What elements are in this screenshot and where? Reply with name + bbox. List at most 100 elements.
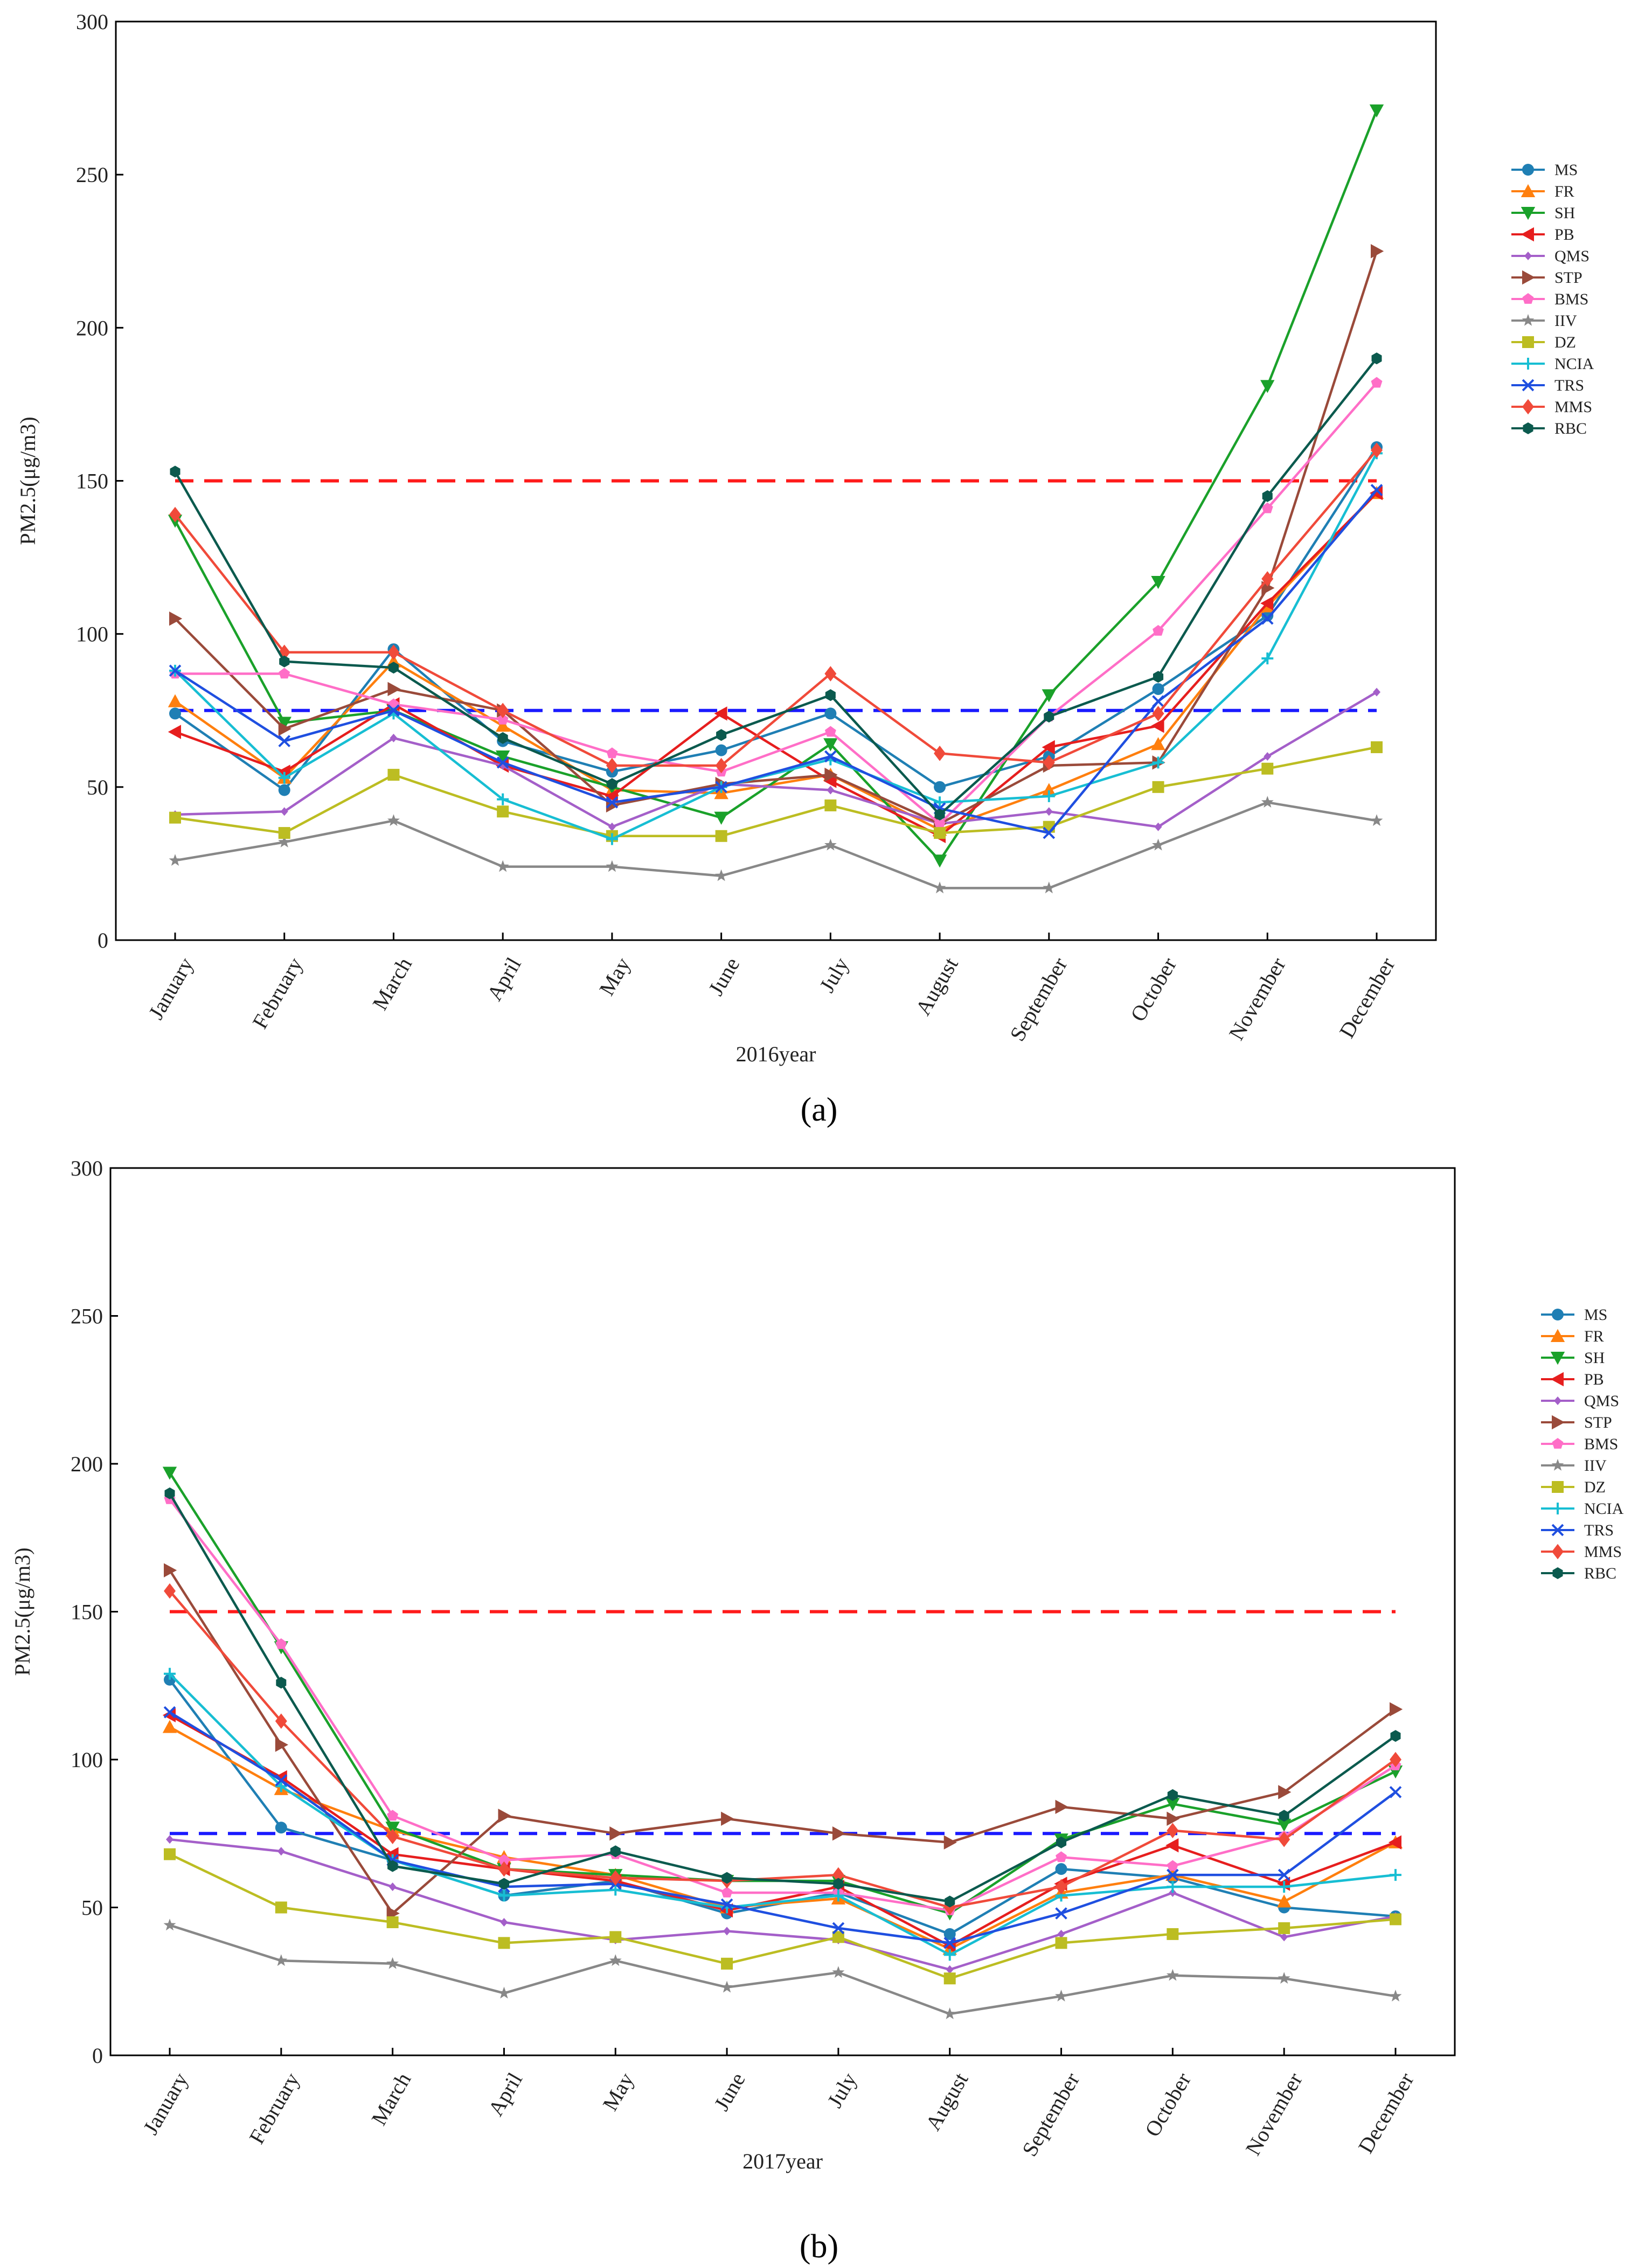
data-point [1043, 881, 1056, 894]
series-rbc [164, 1487, 1401, 1908]
series-line [174, 489, 1378, 835]
data-point [1371, 377, 1383, 388]
legend-marker [1552, 1567, 1563, 1579]
data-point [162, 1720, 177, 1733]
legend-marker [1521, 227, 1534, 242]
data-point [824, 750, 837, 763]
data-point [387, 644, 400, 661]
data-point [500, 1917, 508, 1927]
data-point [497, 793, 509, 805]
data-point [275, 1774, 288, 1787]
legend-label: QMS [1554, 247, 1589, 265]
data-point [934, 827, 946, 839]
series-dz [169, 741, 1383, 842]
legend-marker [1554, 1396, 1561, 1405]
legend-marker [1552, 1309, 1564, 1320]
data-point [1167, 1789, 1178, 1801]
data-point [387, 1810, 399, 1821]
legend-marker [1524, 252, 1532, 260]
x-tick-label: March [367, 953, 417, 1014]
series-rbc [170, 352, 1382, 821]
series-line [175, 801, 1377, 889]
data-point [164, 1848, 176, 1860]
data-point [824, 707, 837, 720]
x-axis-title: 2016year [736, 1042, 816, 1066]
data-point [1388, 1835, 1401, 1850]
data-point [824, 726, 836, 737]
data-point [946, 1965, 954, 1974]
data-point [276, 1677, 287, 1689]
chart-panel-a: 0 50 100 150 200 250 300 January February March Ap… [16, 10, 1594, 1066]
data-point [275, 1713, 287, 1729]
data-point [1261, 762, 1274, 775]
y-tick-label: 0 [92, 2043, 103, 2068]
legend-label: IIV [1554, 312, 1577, 330]
data-point [1260, 596, 1274, 611]
legend-label: MMS [1584, 1543, 1622, 1561]
series-bms [169, 377, 1383, 829]
data-point [1261, 796, 1274, 808]
data-point [275, 1901, 287, 1914]
data-point [1371, 442, 1383, 458]
x-tick-label: June [709, 2068, 750, 2115]
data-point [497, 1986, 510, 1999]
data-point [943, 1937, 956, 1949]
panel-label-b: (b) [800, 2228, 838, 2265]
data-point [168, 725, 181, 739]
data-point [1370, 814, 1383, 826]
data-point [498, 1854, 510, 1865]
data-point [1278, 1831, 1290, 1847]
legend-label: PB [1554, 226, 1574, 244]
series-bms [164, 1493, 1401, 1915]
x-tick-label: December [1335, 953, 1400, 1042]
data-point [496, 756, 509, 769]
x-tick-label: November [1241, 2068, 1307, 2159]
x-tick-label: September [1005, 953, 1072, 1045]
data-point [1042, 740, 1055, 755]
data-point [279, 668, 290, 679]
data-point [1154, 822, 1162, 831]
legend-marker [1552, 1438, 1564, 1449]
data-point [1261, 609, 1274, 622]
legend-marker [1552, 1481, 1564, 1493]
data-point [169, 811, 181, 824]
y-tick-label: 300 [71, 1156, 103, 1180]
data-point [721, 1811, 734, 1826]
legend-marker [1522, 379, 1535, 392]
y-axis-title: PM2.5(μg/m3) [10, 1547, 34, 1676]
legend-marker [1522, 270, 1536, 285]
data-point [714, 811, 728, 825]
series-line [169, 1472, 1396, 1915]
legend-label: MMS [1554, 398, 1592, 416]
data-point [275, 1780, 287, 1792]
data-point [278, 784, 290, 796]
data-point [934, 796, 946, 809]
data-point [495, 750, 510, 764]
x-tick-label: January [144, 953, 198, 1023]
data-point [1261, 502, 1273, 513]
y-tick-label: 250 [76, 163, 108, 187]
series-line [174, 357, 1378, 816]
series-line [175, 382, 1378, 825]
data-point [1390, 1869, 1401, 1881]
data-point [1260, 380, 1275, 393]
data-point [610, 1845, 621, 1858]
legend-marker [1522, 358, 1534, 370]
legend-label: SH [1554, 204, 1575, 222]
x-tick-label: November [1224, 953, 1290, 1044]
data-point [943, 1835, 957, 1850]
series-line [169, 1726, 1397, 1950]
series-line [169, 1498, 1397, 1912]
data-point [1278, 1868, 1290, 1881]
data-point [275, 1737, 289, 1752]
data-point [934, 746, 946, 761]
data-point [934, 809, 945, 821]
data-point [608, 822, 616, 831]
series-line [169, 1838, 1396, 1971]
data-point [1042, 689, 1057, 703]
legend-label: PB [1584, 1371, 1604, 1388]
series-line [169, 1714, 1396, 1948]
legend: MS FR SH PB QMS STP BMS IIV DZ NCIA TRS MMS RBC [1541, 1306, 1624, 1582]
series-line [174, 109, 1378, 862]
legend-label: IIV [1584, 1457, 1607, 1475]
